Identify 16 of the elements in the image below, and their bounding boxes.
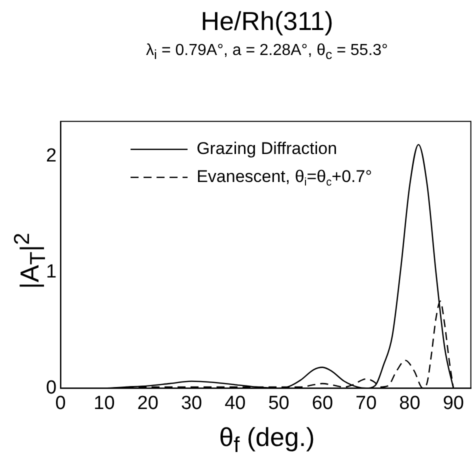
x-tick-label: 70 — [356, 392, 377, 414]
x-tick-label: 20 — [137, 392, 158, 414]
x-tick-label: 50 — [268, 392, 290, 414]
chart-subtitle: λ$_{i}$ = 0.79A°, a = 2.28A°, θ$_{c}$ = 55.3° — [145, 42, 389, 62]
x-axis-title: θ$_{f}$ (deg.) — [218, 422, 316, 458]
x-tick-label: 30 — [180, 392, 202, 414]
x-tick-label: 80 — [399, 392, 420, 414]
x-tick-label: 10 — [94, 392, 115, 414]
x-tick-label: 90 — [442, 392, 464, 414]
chart-title: He/Rh(311) — [200, 6, 334, 37]
y-tick-label: 2 — [46, 145, 57, 166]
x-tick-label: 40 — [224, 392, 246, 414]
y-tick-label: 0 — [46, 377, 57, 398]
legend-label: Grazing Diffraction — [196, 139, 338, 158]
x-tick-label: 60 — [312, 392, 334, 414]
y-tick-label: 1 — [46, 261, 57, 282]
